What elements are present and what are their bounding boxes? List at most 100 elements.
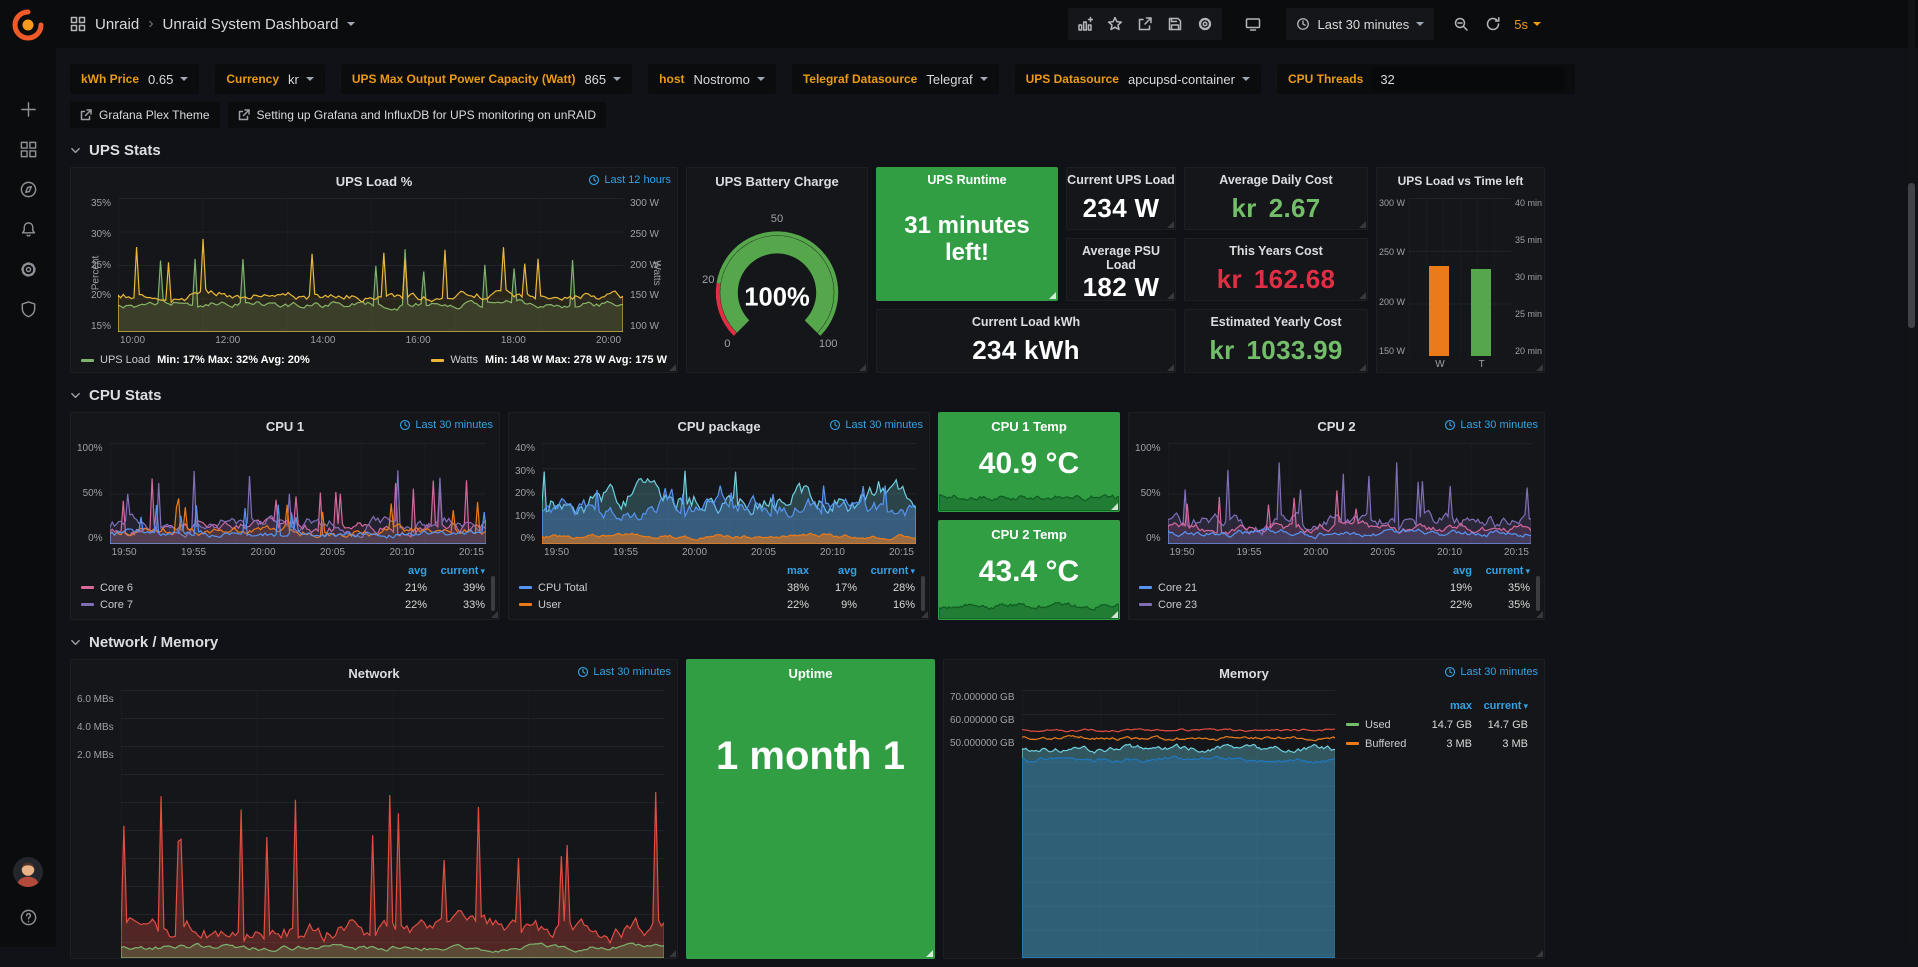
share-dashboard-button[interactable]	[1130, 9, 1160, 39]
refresh-interval-dropdown[interactable]: 5s	[1510, 17, 1545, 32]
panel-title[interactable]: UPS Runtime	[927, 173, 1006, 187]
section-ups-stats[interactable]: UPS Stats	[70, 142, 1545, 159]
zoom-out-time-button[interactable]	[1446, 9, 1476, 39]
panel-title[interactable]: This Years Cost	[1229, 244, 1323, 258]
bar-chart[interactable]	[1409, 198, 1511, 356]
memory-chart[interactable]	[1022, 690, 1336, 958]
panel-header[interactable]: UPS Load % Last 12 hours	[71, 168, 677, 194]
save-dashboard-button[interactable]	[1160, 9, 1190, 39]
cpu2-chart[interactable]	[1168, 443, 1531, 544]
apps-grid-icon[interactable]	[70, 16, 86, 32]
sidebar-item-alerting[interactable]	[7, 209, 49, 249]
variable-host[interactable]: host Nostromo	[648, 64, 776, 94]
panel-header[interactable]: CPU 1 Last 30 minutes	[71, 413, 499, 439]
clock-icon	[829, 419, 841, 431]
time-range-badge[interactable]: Last 30 minutes	[1444, 666, 1538, 678]
user-avatar[interactable]	[13, 857, 43, 887]
breadcrumb-folder[interactable]: Unraid	[95, 16, 139, 33]
panel-title[interactable]: Current Load kWh	[972, 315, 1080, 329]
time-range-badge[interactable]: Last 30 minutes	[399, 419, 493, 431]
section-title: Network / Memory	[89, 634, 218, 651]
panel-title[interactable]: Current UPS Load	[1067, 173, 1175, 187]
time-range-picker[interactable]: Last 30 minutes	[1286, 8, 1434, 40]
legend-scrollbar[interactable]	[921, 576, 925, 611]
panel-title: Network	[348, 666, 399, 681]
cpu-threads-input[interactable]	[1372, 67, 1564, 91]
cycle-view-mode-button[interactable]	[1238, 9, 1268, 39]
star-dashboard-button[interactable]	[1100, 9, 1130, 39]
ups-row: UPS Load % Last 12 hours Percent 35%30% …	[70, 167, 1545, 373]
legend-scrollbar[interactable]	[1536, 576, 1540, 611]
cpu-row: CPU 1 Last 30 minutes 100%50%0%	[70, 412, 1545, 620]
sidebar-item-server-admin[interactable]	[7, 289, 49, 329]
panel-ups-runtime: UPS Runtime 31 minutes left!	[876, 167, 1058, 301]
variable-label: CPU Threads	[1288, 72, 1363, 86]
panel-header[interactable]: CPU 1 Temp	[939, 413, 1119, 439]
stat-value: 234 W	[1083, 187, 1160, 229]
sidebar-item-configuration[interactable]	[7, 249, 49, 289]
ups-load-chart[interactable]	[118, 198, 623, 332]
y-axis-left: 100%50%0%	[77, 443, 103, 544]
sidebar-item-dashboards[interactable]	[7, 129, 49, 169]
legend-header-row: max avg current	[519, 562, 915, 579]
grafana-logo[interactable]	[10, 7, 46, 43]
gauge-value: 100%	[744, 283, 810, 311]
scrollbar-thumb[interactable]	[1908, 183, 1915, 328]
link-grafana-plex-theme[interactable]: Grafana Plex Theme	[70, 102, 220, 128]
panel-header[interactable]: UPS Battery Charge	[687, 168, 867, 194]
panel-title: UPS Load %	[336, 174, 413, 189]
section-network-memory[interactable]: Network / Memory	[70, 634, 1545, 651]
variable-ups-datasource[interactable]: UPS Datasource apcupsd-container	[1015, 64, 1261, 94]
network-chart[interactable]	[121, 690, 664, 958]
shield-icon	[19, 300, 38, 319]
legend-table: max avg current CPU Total 38%17%28% User…	[509, 560, 929, 619]
panel-current-ups-load: Current UPS Load 234 W	[1066, 167, 1176, 230]
create-button[interactable]	[7, 89, 49, 129]
panel-header[interactable]: Memory Last 30 minutes	[944, 660, 1544, 686]
y-axis-left: 40%30% 20%10% 0%	[515, 443, 535, 544]
variable-value: 0.65	[148, 72, 173, 87]
panel-header[interactable]: UPS Load vs Time left	[1377, 168, 1544, 194]
breadcrumb-caret-icon[interactable]	[347, 22, 355, 26]
panel-header[interactable]: Uptime	[687, 660, 934, 686]
cpu-package-chart[interactable]	[542, 443, 916, 544]
dashboard-links: Grafana Plex Theme Setting up Grafana an…	[70, 102, 1545, 128]
variable-telegraf-datasource[interactable]: Telegraf Datasource Telegraf	[792, 64, 999, 94]
panel-header[interactable]: Network Last 30 minutes	[71, 660, 677, 686]
time-range-badge[interactable]: Last 30 minutes	[577, 666, 671, 678]
refresh-button[interactable]	[1478, 9, 1508, 39]
panel-ups-load: UPS Load % Last 12 hours Percent 35%30% …	[70, 167, 678, 373]
sidebar-item-explore[interactable]	[7, 169, 49, 209]
panel-title[interactable]: Average PSU Load	[1067, 244, 1175, 272]
add-panel-button[interactable]	[1070, 9, 1100, 39]
variable-label: UPS Datasource	[1026, 72, 1119, 86]
breadcrumb-dashboard-title[interactable]: Unraid System Dashboard	[163, 16, 339, 33]
variable-ups-max-output[interactable]: UPS Max Output Power Capacity (Watt) 865	[341, 64, 632, 94]
panel-header[interactable]: CPU 2 Temp	[939, 521, 1119, 547]
variable-kwh-price[interactable]: kWh Price 0.65	[70, 64, 199, 94]
panel-title[interactable]: Average Daily Cost	[1219, 173, 1332, 187]
section-cpu-stats[interactable]: CPU Stats	[70, 387, 1545, 404]
time-range-badge[interactable]: Last 12 hours	[588, 174, 671, 186]
legend-scrollbar[interactable]	[491, 576, 495, 611]
help-button[interactable]	[7, 897, 49, 937]
time-range-badge[interactable]: Last 30 minutes	[829, 419, 923, 431]
cpu1-chart[interactable]	[110, 443, 486, 544]
panel-header[interactable]: CPU package Last 30 minutes	[509, 413, 929, 439]
panel-header[interactable]: CPU 2 Last 30 minutes	[1129, 413, 1544, 439]
link-ups-monitoring-guide[interactable]: Setting up Grafana and InfluxDB for UPS …	[228, 102, 607, 128]
panel-cpu1-temp: CPU 1 Temp 40.9 °C	[938, 412, 1120, 512]
panel-cpu2: CPU 2 Last 30 minutes 100%50%0%	[1128, 412, 1545, 620]
variable-label: host	[659, 72, 684, 86]
variable-currency[interactable]: Currency kr	[215, 64, 325, 94]
zoom-out-icon	[1453, 16, 1469, 32]
time-range-badge[interactable]: Last 30 minutes	[1444, 419, 1538, 431]
chevron-down-icon	[70, 637, 81, 648]
dashboard-settings-button[interactable]	[1190, 9, 1220, 39]
panel-title[interactable]: Estimated Yearly Cost	[1210, 315, 1341, 329]
